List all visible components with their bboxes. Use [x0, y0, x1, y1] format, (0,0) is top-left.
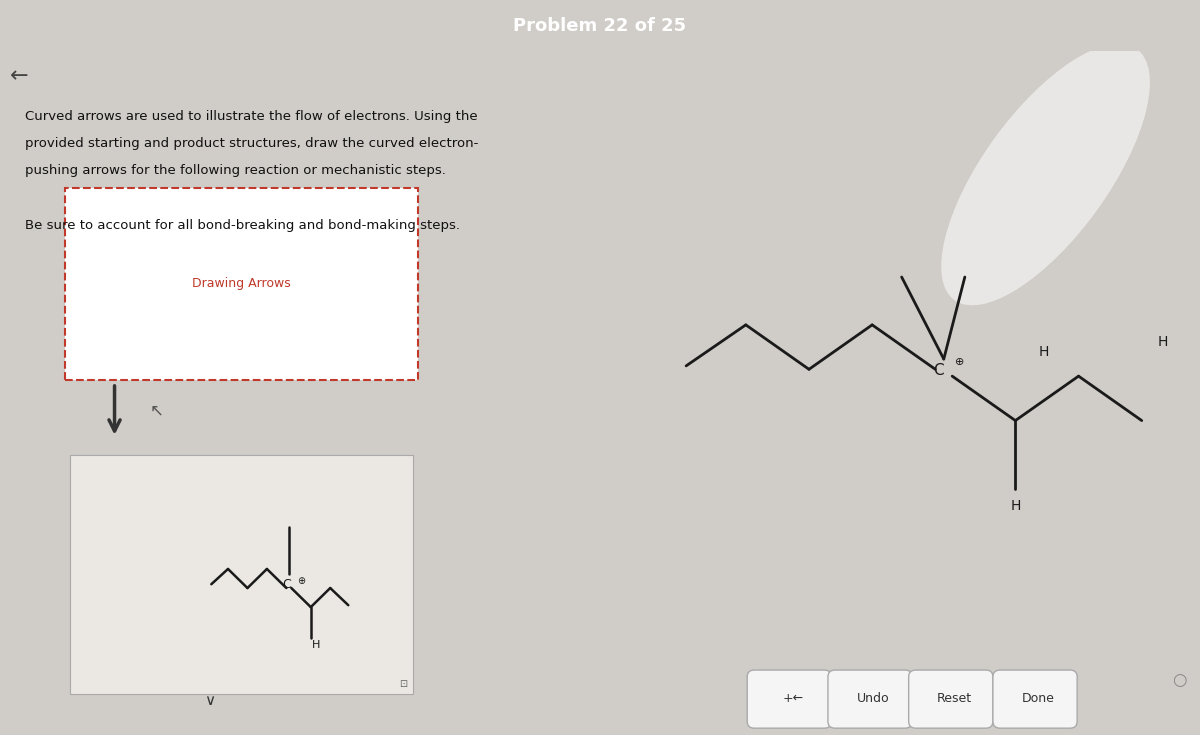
Text: H: H [1038, 345, 1049, 359]
Text: ⊕: ⊕ [954, 357, 964, 368]
Text: +←: +← [782, 692, 804, 706]
Text: pushing arrows for the following reaction or mechanistic steps.: pushing arrows for the following reactio… [25, 164, 445, 177]
FancyBboxPatch shape [65, 188, 419, 379]
Text: Curved arrows are used to illustrate the flow of electrons. Using the: Curved arrows are used to illustrate the… [25, 110, 478, 123]
Text: ↖: ↖ [150, 401, 163, 419]
Text: Undo: Undo [857, 692, 890, 706]
Text: H: H [1010, 499, 1020, 513]
FancyBboxPatch shape [828, 670, 912, 728]
Text: C: C [932, 363, 943, 379]
Text: Be sure to account for all bond-breaking and bond-making steps.: Be sure to account for all bond-breaking… [25, 219, 460, 232]
FancyBboxPatch shape [992, 670, 1078, 728]
Text: ○: ○ [1171, 671, 1186, 689]
Text: ⊕: ⊕ [298, 576, 305, 587]
Text: Done: Done [1022, 692, 1055, 706]
Text: Problem 22 of 25: Problem 22 of 25 [514, 17, 686, 35]
Text: ⊡: ⊡ [400, 678, 408, 689]
Text: Drawing Arrows: Drawing Arrows [192, 277, 290, 290]
Text: ←: ← [10, 66, 29, 86]
Ellipse shape [941, 43, 1150, 305]
Text: C: C [282, 578, 290, 591]
FancyBboxPatch shape [70, 455, 413, 694]
Text: H: H [1158, 335, 1168, 349]
Text: Reset: Reset [937, 692, 972, 706]
FancyBboxPatch shape [748, 670, 832, 728]
Text: H: H [312, 639, 320, 650]
FancyBboxPatch shape [908, 670, 992, 728]
Text: provided starting and product structures, draw the curved electron-: provided starting and product structures… [25, 137, 479, 150]
Text: ∨: ∨ [204, 693, 215, 709]
